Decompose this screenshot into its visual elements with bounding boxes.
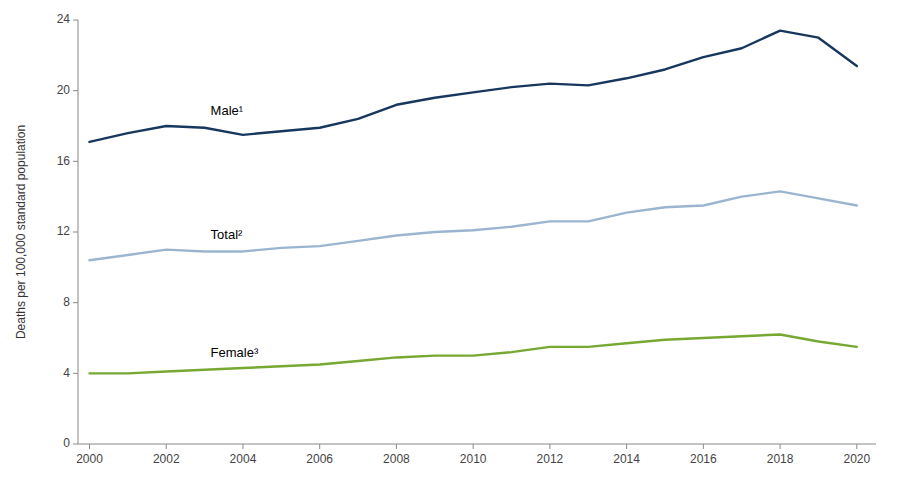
x-tick [780,444,781,449]
y-tick [73,161,78,162]
series-label: Total² [211,227,243,242]
y-tick [73,444,78,445]
x-tick-label: 2008 [383,452,410,466]
x-tick-label: 2020 [843,452,870,466]
y-tick-label: 24 [57,12,71,26]
y-tick [73,373,78,374]
x-tick [626,444,627,449]
series-label: Female³ [211,345,259,360]
x-tick-label: 2002 [153,452,180,466]
y-tick [73,20,78,21]
x-tick-label: 2006 [306,452,333,466]
x-tick [89,444,90,449]
x-tick-label: 2004 [230,452,257,466]
y-tick-label: 0 [63,436,70,450]
y-tick [73,232,78,233]
x-tick-label: 2016 [690,452,717,466]
x-tick-label: 2000 [76,452,103,466]
x-tick-label: 2010 [460,452,487,466]
x-tick [703,444,704,449]
chart-svg: 0 4 8 12 16 20 24 2000 2002 2004 2006 2008 2010 2012 2… [0,0,900,488]
x-axis-line [78,444,876,445]
y-tick-label: 20 [57,83,71,97]
y-tick [73,302,78,303]
x-tick [473,444,474,449]
x-tick-label: 2018 [767,452,794,466]
x-tick [396,444,397,449]
series-labels: Male¹ Total² Female³ [211,103,259,360]
x-tick [319,444,320,449]
series-label: Male¹ [211,103,244,118]
series-line [90,31,857,142]
plot-area [90,31,857,374]
y-tick-label: 12 [57,224,71,238]
x-tick-label: 2014 [613,452,640,466]
y-tick-label: 4 [63,366,70,380]
x-tick [856,444,857,449]
axes: 0 4 8 12 16 20 24 2000 2002 2004 2006 2008 2010 2012 2… [57,12,876,466]
y-axis-label: Deaths per 100,000 standard population [14,125,28,339]
y-tick-label: 8 [63,295,70,309]
series-line [90,191,857,260]
series-line [90,334,857,373]
y-tick [73,90,78,91]
x-tick-label: 2012 [537,452,564,466]
chart-container: 0 4 8 12 16 20 24 2000 2002 2004 2006 2008 2010 2012 2… [0,0,900,488]
x-tick [549,444,550,449]
x-tick [242,444,243,449]
x-tick [166,444,167,449]
y-tick-label: 16 [57,154,71,168]
